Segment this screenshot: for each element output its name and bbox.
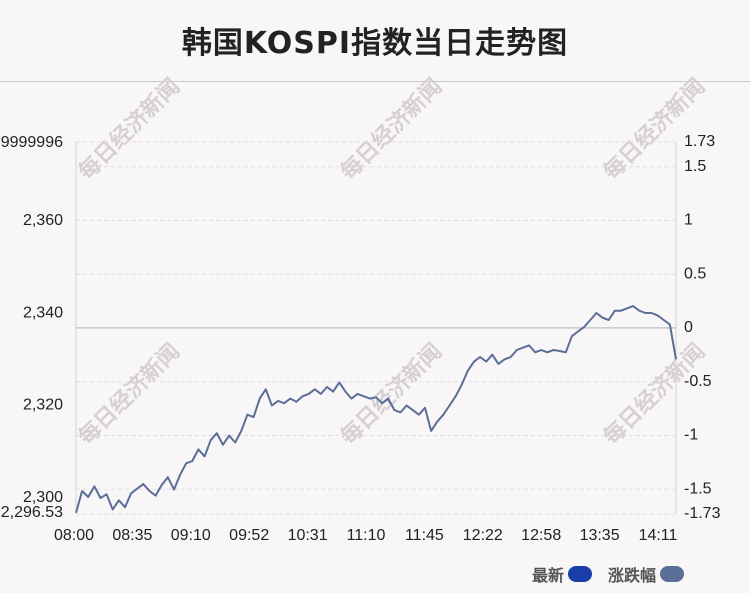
x-tick-label-7: 12:22	[463, 527, 503, 544]
right-tick-label-4: 0	[684, 319, 693, 336]
legend-item-0[interactable]: 最新	[532, 562, 592, 586]
x-tick-label-6: 11:45	[405, 527, 444, 544]
right-axis-ticks: -1.73 -1.5 -1 -0.5 0 0.5 1 1.5 1.73	[684, 133, 721, 522]
right-tick-label-2: -1	[684, 427, 698, 444]
series-layer	[75, 305, 677, 514]
left-tick-label-2: 2,320	[23, 397, 63, 414]
right-tick-label-0: -1.73	[684, 505, 721, 522]
x-tick-label-5: 11:10	[347, 527, 386, 544]
series-line	[75, 305, 677, 514]
watermark-1: 每日经济新闻	[335, 73, 447, 185]
right-tick-label-6: 1	[684, 212, 693, 229]
x-axis-ticks: 08:00 08:35 09:10 09:52 10:31 11:10 11:45 12:22…	[54, 527, 678, 544]
left-tick-label-3: 2,340	[23, 304, 63, 321]
left-tick-label-4: 2,360	[23, 212, 63, 229]
right-tick-label-5: 0.5	[684, 265, 706, 282]
left-tick-label-1: 2,300	[23, 489, 63, 506]
x-tick-label-8: 12:58	[521, 527, 561, 544]
legend: 最新 涨跌幅	[516, 563, 684, 585]
x-tick-label-3: 09:52	[229, 527, 269, 544]
right-tick-label-8: 1.73	[684, 133, 715, 150]
gridlines	[76, 141, 676, 515]
watermark-3: 每日经济新闻	[73, 338, 185, 450]
right-tick-label-3: -0.5	[684, 373, 712, 390]
legend-swatch	[567, 566, 592, 582]
x-tick-label-2: 09:10	[171, 527, 211, 544]
legend-swatch	[660, 566, 684, 582]
x-tick-label-0: 08:00	[54, 527, 94, 544]
x-tick-label-1: 08:35	[112, 527, 152, 544]
title-divider	[0, 81, 750, 82]
legend-label: 最新	[531, 566, 564, 585]
watermark-0: 每日经济新闻	[73, 73, 185, 185]
left-tick-label-5: 2376.9999996	[0, 134, 63, 151]
watermark-4: 每日经济新闻	[335, 338, 447, 450]
right-tick-label-1: -1.5	[684, 480, 712, 497]
legend-label: 涨跌幅	[607, 566, 656, 585]
left-axis-ticks: 2,296.532,300 2,320 2,340 2,360 2376.9999996	[0, 134, 63, 521]
x-tick-label-9: 13:35	[580, 527, 620, 544]
x-tick-label-4: 10:31	[288, 527, 328, 544]
x-tick-label-10: 14:11	[639, 527, 678, 544]
page-title: 韩国KOSPI指数当日走势图	[181, 26, 569, 61]
right-tick-label-7: 1.5	[684, 158, 706, 175]
legend-item-1[interactable]: 涨跌幅	[608, 562, 684, 586]
left-tick-label-0: 2,296.53	[1, 504, 63, 521]
